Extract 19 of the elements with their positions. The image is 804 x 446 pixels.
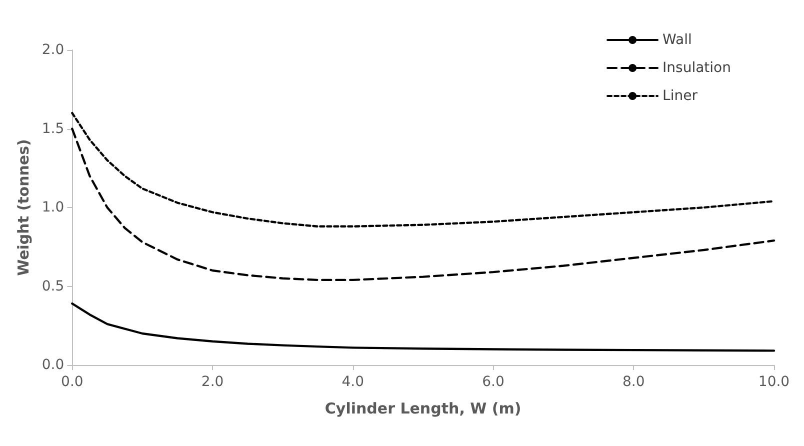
y-tick-label: 0.0: [42, 357, 64, 373]
line-series: [71, 302, 776, 352]
legend-label: Insulation: [662, 60, 732, 76]
line-series: [71, 112, 776, 228]
x-tick-label: 2.0: [201, 374, 224, 390]
x-tick-label: 10.0: [758, 374, 790, 390]
y-tick-label: 2.0: [42, 42, 64, 58]
legend-label: Wall: [662, 32, 692, 48]
y-tick-label: 0.5: [42, 278, 64, 294]
y-axis-title: Weight (tonnes): [14, 139, 32, 276]
x-axis-title: Cylinder Length, W (m): [324, 400, 522, 418]
legend-label: Liner: [662, 88, 698, 104]
x-tick-label: 0.0: [61, 374, 84, 390]
x-tick-label: 6.0: [482, 374, 504, 390]
line-series: [71, 128, 776, 282]
y-tick-label: 1.0: [42, 200, 64, 216]
y-tick-label: 1.5: [42, 120, 64, 137]
x-tick-label: 8.0: [622, 374, 645, 390]
x-tick-label: 4.0: [342, 374, 364, 390]
